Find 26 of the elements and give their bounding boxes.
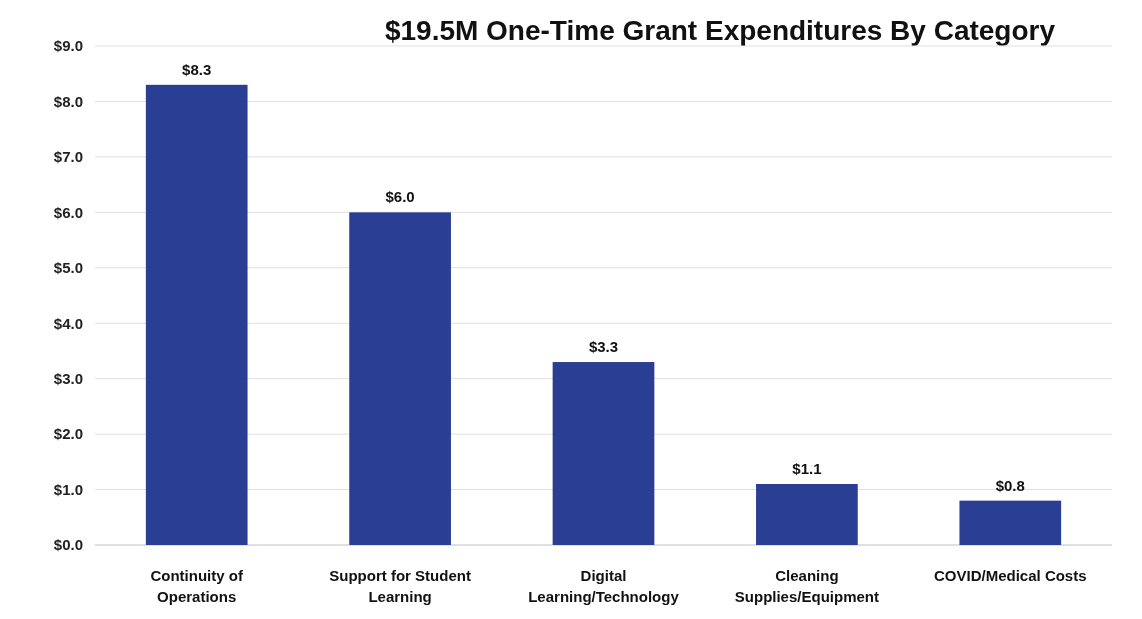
data-label: $6.0 [385,188,415,206]
data-label: $0.8 [995,476,1025,494]
y-tick-label: $5.0 [53,259,83,277]
data-label: $3.3 [588,338,619,356]
y-tick-label: $1.0 [53,480,83,498]
y-tick-label: $3.0 [53,369,83,387]
x-tick-label: Continuity of Operations [150,567,244,605]
bar [552,362,655,545]
y-tick-label: $2.0 [53,425,83,443]
x-tick-label: Support for Student Learning [329,567,471,605]
y-tick-label: $6.0 [53,203,83,221]
data-label: $8.3 [182,60,212,78]
bar [145,84,248,545]
y-tick-label: $7.0 [53,148,83,166]
y-tick-label: $0.0 [53,536,83,554]
bar [756,484,858,545]
y-tick-label: $4.0 [53,314,83,332]
bar [349,212,451,545]
chart-title: $19.5M One-Time Grant Expenditures By Category [384,15,1056,46]
y-tick-label: $9.0 [53,37,83,55]
x-tick-label: Cleaning Supplies/Equipment [734,567,879,605]
y-tick-label: $8.0 [53,92,83,110]
data-label: $1.1 [792,460,822,478]
x-tick-label: Digital Learning/Technology [528,567,680,605]
bar [959,500,1062,545]
x-tick-label: COVID/Medical Costs [934,567,1087,584]
